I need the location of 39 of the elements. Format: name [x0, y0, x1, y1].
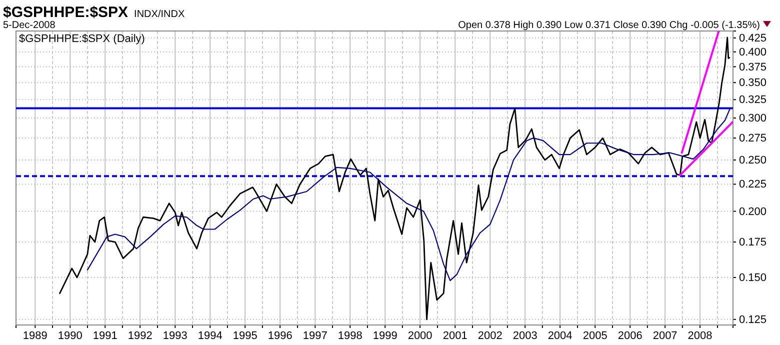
y-tick-label: 0.325 [739, 94, 767, 106]
y-tick-label: 0.300 [739, 112, 767, 125]
chart-title: $GSPHHPE:$SPX [3, 4, 128, 21]
line-series [86, 108, 731, 282]
y-tick-label: 0.375 [739, 61, 767, 74]
x-tick-label: 2002 [478, 330, 502, 342]
y-tick-label: 0.250 [739, 154, 767, 166]
y-tick-label: 0.125 [739, 314, 767, 326]
x-tick-label: 1992 [128, 330, 152, 342]
y-tick-label: 0.350 [739, 77, 767, 90]
y-tick-label: 0.425 [739, 32, 767, 44]
x-tick-label: 2005 [582, 330, 608, 342]
x-tick-label: 1991 [92, 330, 118, 342]
x-tick-label: 1994 [198, 330, 222, 342]
x-tick-label: 1993 [162, 330, 188, 342]
x-tick-label: 1999 [372, 330, 398, 342]
x-tick-label: 2006 [618, 330, 642, 342]
text: Open 0.378 High 0.390 Low 0.371 Close 0.390 Chg -0.005 (-1.35%) [458, 20, 760, 31]
x-tick-label: 2001 [442, 330, 468, 342]
text: $GSPHHPE:$SPX (Daily) [19, 33, 145, 45]
y-tick-label: 0.200 [739, 206, 767, 218]
x-tick-label: 1995 [232, 330, 258, 342]
y-tick-label: 0.400 [739, 46, 767, 58]
y-tick-label: 0.150 [739, 272, 767, 284]
chart-subtitle: INDX/INDX [134, 9, 185, 20]
x-tick-label: 2000 [408, 330, 432, 342]
x-tick-label: 1998 [338, 330, 362, 342]
y-tick-label: 0.175 [739, 236, 767, 249]
y-tick-label: 0.275 [739, 132, 767, 145]
x-tick-label: 1996 [268, 330, 292, 342]
x-tick-label: 2003 [512, 330, 538, 342]
y-tick-label: 0.225 [739, 178, 767, 191]
x-tick-label: 1989 [22, 330, 48, 342]
x-tick-label: 2008 [688, 330, 712, 342]
x-tick-label: 1997 [302, 330, 328, 342]
x-tick-label: 1990 [58, 330, 82, 342]
text: 5-Dec-2008 [3, 20, 56, 31]
x-tick-label: 2007 [652, 330, 678, 342]
x-tick-label: 2004 [548, 330, 572, 342]
